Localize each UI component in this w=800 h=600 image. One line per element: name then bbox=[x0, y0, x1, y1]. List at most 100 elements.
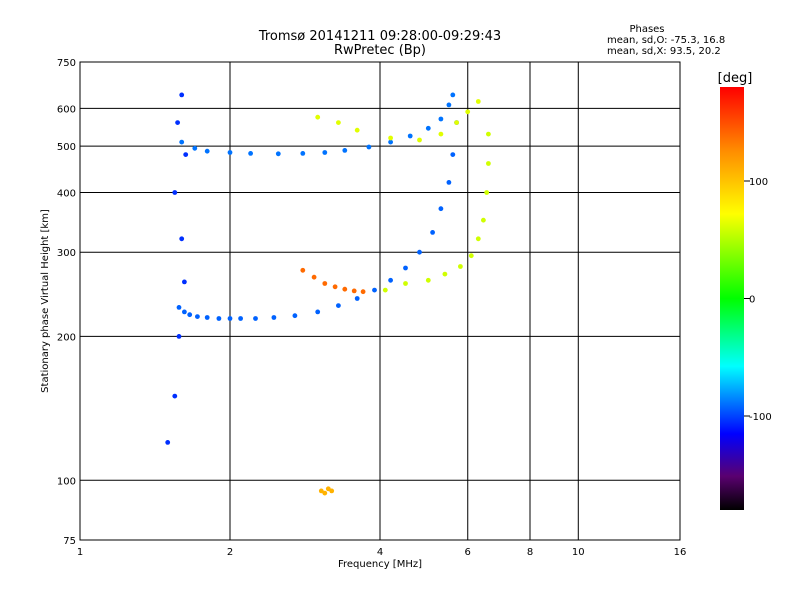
x-tick-label: 4 bbox=[377, 547, 383, 558]
x-tick-label: 6 bbox=[465, 547, 471, 558]
data-point bbox=[351, 288, 357, 294]
x-axis-label: Frequency [MHz] bbox=[338, 559, 422, 570]
data-point bbox=[179, 92, 185, 98]
data-point bbox=[446, 102, 452, 108]
data-point bbox=[300, 267, 306, 273]
colorbar-tick-label: 0 bbox=[749, 295, 755, 306]
y-tick-label: 300 bbox=[57, 248, 76, 259]
data-point bbox=[322, 281, 328, 286]
data-point bbox=[430, 230, 435, 235]
phase-info-o-mode: mean, sd,O: -75.3, 16.8 bbox=[607, 35, 725, 46]
data-point bbox=[322, 150, 328, 155]
data-point bbox=[315, 309, 321, 315]
y-axis-ticks: 75 100 200 300 400 500 600 750 bbox=[57, 58, 76, 547]
chart-title: Tromsø 20141211 09:28:00-09:29:43 bbox=[258, 29, 501, 44]
y-tick-label: 750 bbox=[57, 58, 76, 69]
data-point bbox=[360, 289, 366, 295]
data-point bbox=[388, 135, 393, 141]
x-tick-label: 2 bbox=[227, 547, 233, 558]
data-point bbox=[271, 315, 277, 320]
y-tick-label: 500 bbox=[57, 142, 76, 153]
data-point bbox=[248, 151, 254, 156]
data-point bbox=[417, 249, 422, 255]
data-point bbox=[182, 279, 187, 285]
x-axis-ticks: 1 2 4 6 8 10 16 bbox=[77, 547, 687, 558]
y-axis-label: Stationary phase Virtual Height [km] bbox=[40, 209, 51, 393]
data-point bbox=[175, 120, 181, 125]
x-tick-label: 10 bbox=[572, 547, 585, 558]
data-point bbox=[300, 151, 306, 156]
data-point bbox=[311, 274, 317, 280]
data-point bbox=[172, 190, 178, 195]
data-point bbox=[187, 312, 193, 318]
x-tick-label: 16 bbox=[674, 547, 687, 558]
data-point bbox=[388, 139, 393, 145]
data-point bbox=[332, 284, 338, 290]
data-point bbox=[182, 309, 187, 315]
data-point bbox=[372, 287, 377, 293]
data-point bbox=[442, 271, 448, 277]
grid-lines bbox=[80, 62, 680, 540]
data-point bbox=[468, 253, 474, 259]
data-point bbox=[486, 161, 491, 166]
data-point bbox=[342, 148, 348, 153]
data-point bbox=[322, 490, 328, 496]
data-point bbox=[227, 150, 233, 155]
data-point bbox=[438, 116, 444, 122]
data-point bbox=[275, 151, 281, 157]
y-tick-label: 400 bbox=[57, 188, 76, 199]
colorbar-tick-label: 100 bbox=[749, 177, 768, 188]
data-point bbox=[450, 152, 456, 158]
data-point bbox=[204, 315, 210, 320]
data-point bbox=[475, 236, 481, 242]
data-point bbox=[450, 92, 456, 98]
y-tick-label: 100 bbox=[57, 476, 76, 487]
data-point bbox=[403, 281, 408, 286]
y-tick-label: 600 bbox=[57, 104, 76, 115]
y-tick-label: 200 bbox=[57, 332, 76, 343]
data-point bbox=[227, 316, 233, 321]
data-point bbox=[417, 137, 422, 143]
data-point bbox=[486, 131, 491, 137]
data-points bbox=[165, 92, 491, 496]
data-point bbox=[438, 206, 444, 212]
data-point bbox=[238, 316, 244, 321]
data-point bbox=[342, 286, 348, 292]
data-point bbox=[176, 334, 182, 339]
data-point bbox=[484, 190, 490, 195]
data-point bbox=[425, 125, 431, 131]
data-point bbox=[253, 316, 258, 321]
data-point bbox=[176, 305, 182, 310]
data-point bbox=[292, 313, 298, 319]
data-point bbox=[446, 180, 452, 185]
data-point bbox=[179, 139, 185, 145]
colorbar-ticks: 100 0 -100 bbox=[744, 177, 772, 423]
data-point bbox=[454, 120, 459, 125]
data-point bbox=[329, 488, 335, 494]
data-point bbox=[481, 217, 486, 223]
data-point bbox=[465, 109, 471, 115]
y-tick-label: 75 bbox=[63, 536, 76, 547]
colorbar-label: [deg] bbox=[718, 71, 753, 86]
data-point bbox=[179, 236, 185, 242]
data-point bbox=[403, 265, 408, 271]
plot-frame bbox=[79, 61, 681, 541]
phase-info-heading: Phases bbox=[629, 24, 664, 35]
data-point bbox=[192, 145, 198, 151]
phase-info-x-mode: mean, sd,X: 93.5, 20.2 bbox=[607, 46, 721, 57]
data-point bbox=[165, 440, 171, 445]
data-point bbox=[382, 287, 388, 293]
data-point bbox=[354, 127, 360, 133]
data-point bbox=[388, 277, 393, 283]
data-point bbox=[195, 314, 200, 319]
data-point bbox=[425, 277, 431, 283]
data-point bbox=[318, 488, 324, 494]
x-tick-label: 8 bbox=[527, 547, 533, 558]
data-point bbox=[366, 144, 372, 150]
colorbar-tick-label: -100 bbox=[749, 412, 772, 423]
data-point bbox=[475, 99, 481, 104]
data-point bbox=[354, 296, 360, 301]
x-tick-label: 1 bbox=[77, 547, 83, 558]
data-point bbox=[438, 131, 444, 137]
